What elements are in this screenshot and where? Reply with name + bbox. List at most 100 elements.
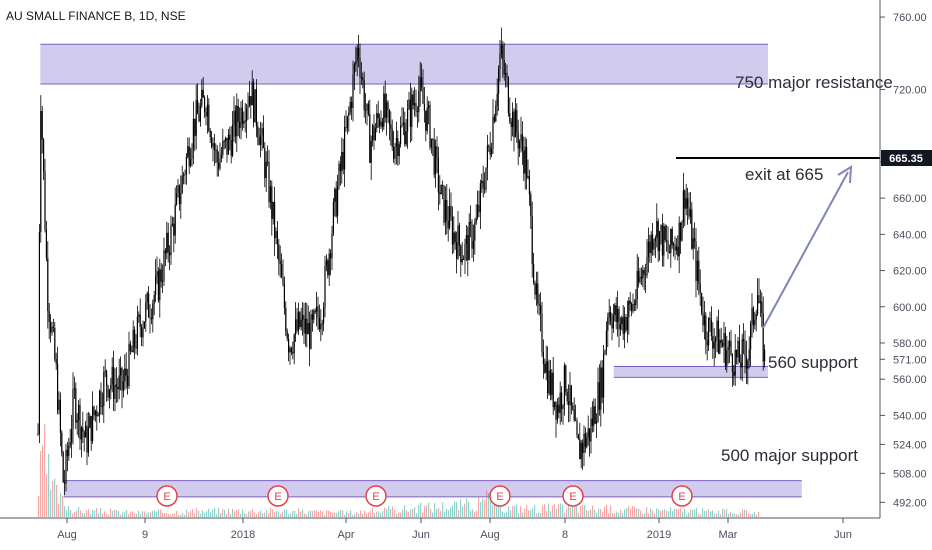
volume-bar: [742, 509, 744, 517]
volume-bar: [214, 508, 216, 517]
candle-body: [297, 312, 299, 331]
volume-bar: [526, 504, 528, 517]
volume-bar: [140, 513, 142, 517]
chart-title: AU SMALL FINANCE B, 1D, NSE: [6, 9, 186, 23]
x-tick-label: 2018: [231, 529, 255, 541]
x-tick-label: 9: [142, 529, 148, 541]
candle-body: [542, 352, 544, 364]
candle-body: [380, 121, 382, 127]
candle-body: [54, 328, 56, 360]
volume-bar: [288, 514, 290, 517]
candle-body: [124, 368, 126, 382]
candle-body: [288, 338, 290, 353]
volume-bar: [390, 508, 392, 517]
candle-body: [309, 323, 311, 349]
candle-body: [64, 482, 66, 484]
candle-body: [475, 217, 477, 223]
volume-bar: [738, 514, 740, 517]
earnings-marker[interactable]: [671, 485, 693, 507]
candle-body: [740, 362, 742, 368]
candle-body: [211, 137, 213, 147]
candle-body: [394, 146, 396, 159]
volume-bar: [162, 512, 164, 517]
volume-bar: [720, 514, 722, 517]
candle-body: [425, 110, 427, 131]
candle-body: [408, 99, 410, 109]
volume-bar: [234, 511, 236, 517]
volume-bar: [664, 509, 666, 517]
candle-body: [710, 320, 712, 337]
candle-body: [208, 104, 210, 131]
candle-body: [251, 82, 253, 106]
candle-body: [162, 281, 164, 283]
volume-bar: [260, 510, 262, 517]
volume-bar: [224, 510, 226, 517]
candle-body: [621, 317, 623, 325]
volume-bar: [746, 509, 748, 517]
candle-body: [759, 301, 761, 304]
candle-body: [114, 384, 116, 399]
candle-body: [470, 221, 472, 224]
candle-body: [563, 365, 565, 406]
candle-body: [619, 324, 621, 330]
candle-body: [198, 113, 200, 122]
earnings-marker[interactable]: [562, 485, 584, 507]
candle-body: [201, 89, 203, 106]
candle-body: [47, 258, 49, 312]
candle-body: [395, 138, 397, 147]
candle-body: [548, 370, 550, 394]
candle-body: [454, 232, 456, 243]
candle-body: [149, 317, 151, 319]
volume-bar: [564, 512, 566, 517]
candle-body: [75, 388, 77, 423]
earnings-marker[interactable]: [365, 485, 387, 507]
candle-body: [731, 354, 733, 372]
candle-body: [405, 131, 407, 145]
volume-bar: [338, 511, 340, 517]
volume-bar: [700, 514, 702, 517]
volume-bar: [360, 510, 362, 517]
volume-bar: [580, 506, 582, 517]
volume-bar: [678, 508, 680, 517]
volume-bar: [310, 510, 312, 517]
candle-body: [764, 349, 766, 362]
candle-body: [278, 244, 280, 261]
volume-bar: [400, 512, 402, 517]
candle-body: [514, 109, 516, 138]
candle-body: [450, 205, 452, 217]
volume-bar: [412, 508, 414, 517]
earnings-marker[interactable]: [489, 485, 511, 507]
candle-body: [649, 241, 651, 254]
volume-bar: [116, 509, 118, 517]
candle-body: [51, 326, 53, 333]
candle-body: [127, 375, 129, 387]
candle-body: [226, 137, 228, 155]
volume-bar: [722, 508, 724, 517]
candle-body: [507, 78, 509, 114]
earnings-marker[interactable]: [267, 485, 289, 507]
candle-body: [237, 105, 239, 122]
volume-bar: [588, 510, 590, 517]
candle-body: [320, 323, 322, 330]
candle-body: [635, 299, 637, 305]
volume-bar: [676, 508, 678, 517]
volume-bar: [650, 508, 652, 517]
volume-bar: [278, 512, 280, 517]
candle-body: [590, 418, 592, 442]
candle-body: [353, 64, 355, 75]
trend-arrow: [762, 171, 849, 329]
volume-bar: [426, 505, 428, 517]
volume-bar: [538, 512, 540, 517]
earnings-marker[interactable]: [156, 485, 178, 507]
candle-body: [233, 110, 235, 125]
volume-bar: [202, 510, 204, 517]
candle-body: [723, 333, 725, 347]
candle-body: [499, 53, 501, 69]
candle-body: [134, 329, 136, 348]
candle-body: [103, 372, 105, 407]
candle-body: [68, 445, 70, 457]
candle-body: [751, 307, 753, 324]
candle-body: [625, 316, 627, 331]
candle-body: [664, 226, 666, 241]
